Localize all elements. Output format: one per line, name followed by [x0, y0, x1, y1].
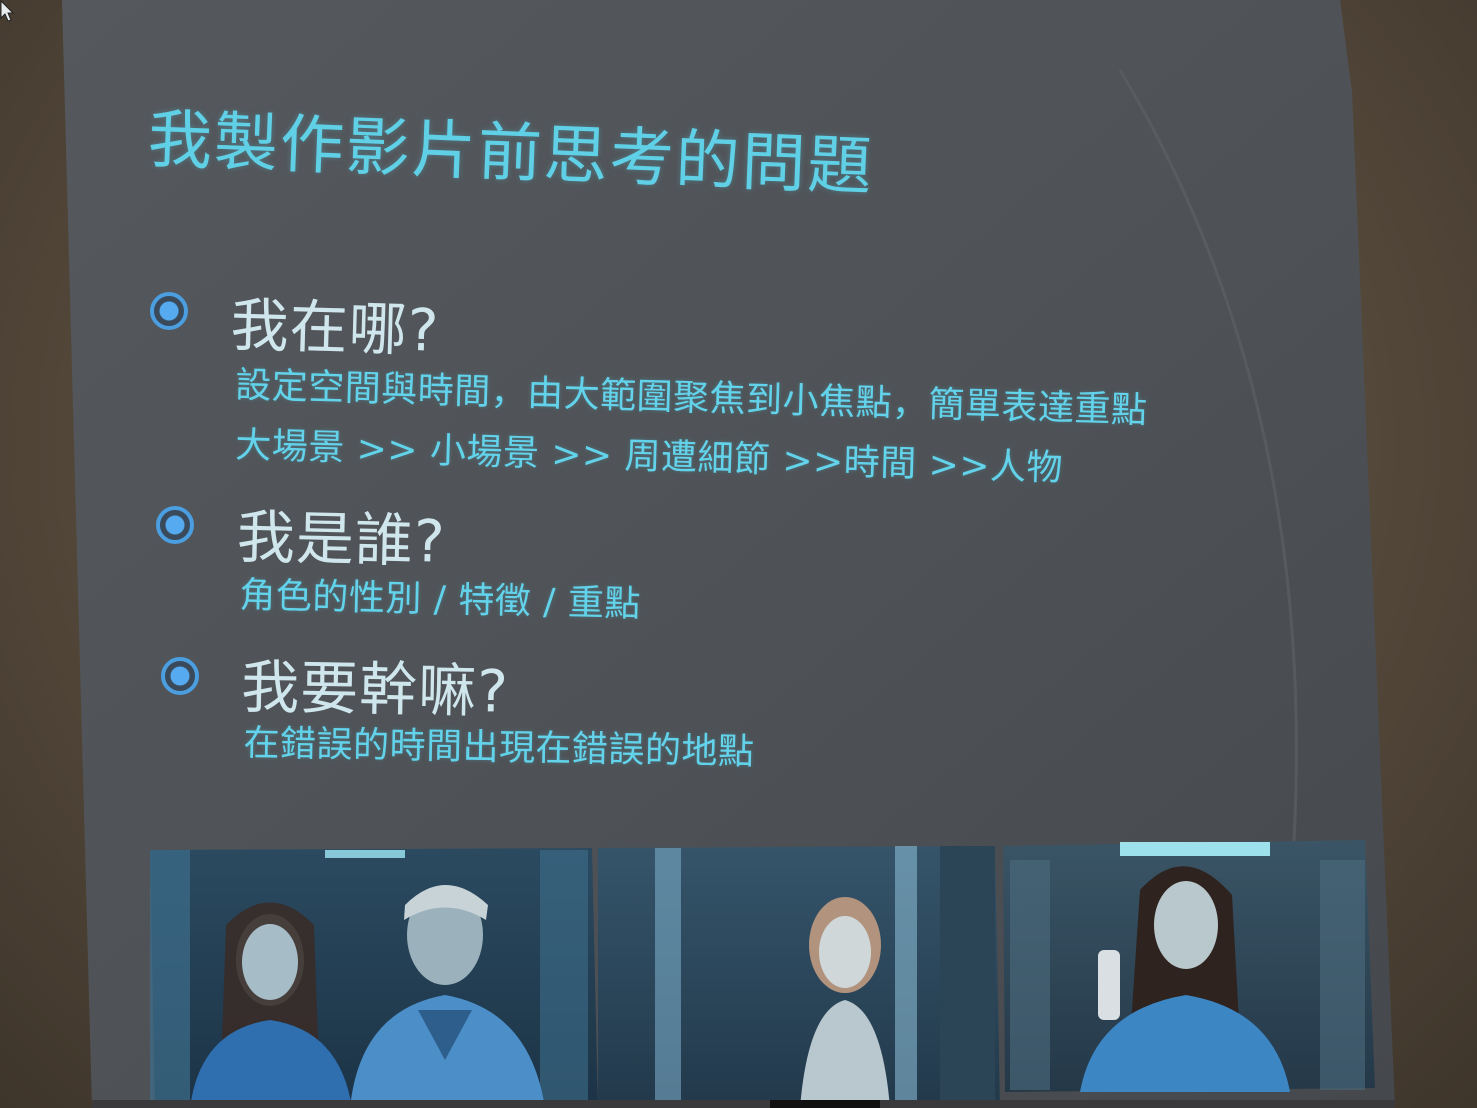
- question-heading: 我是誰?: [236, 502, 447, 576]
- projector-edge: [770, 1100, 880, 1108]
- radio-bullet-icon: [150, 292, 188, 330]
- photo-girl: [598, 846, 1000, 1108]
- radio-bullet-icon: [161, 657, 199, 695]
- slide-panel: [62, 0, 1395, 1108]
- question-detail-line: 角色的性別 / 特徵 / 重點: [238, 574, 642, 626]
- photo-nurse-doctor: [150, 848, 598, 1108]
- slide-arc-decoration: [1118, 69, 1298, 901]
- question-heading: 我在哪?: [229, 290, 441, 365]
- photo-elevator-nurse: [1003, 840, 1375, 1092]
- question-heading: 我要幹嘛?: [240, 652, 510, 726]
- radio-bullet-icon: [156, 506, 194, 544]
- question-detail-line: 在錯誤的時間出現在錯誤的地點: [243, 722, 755, 773]
- mouse-pointer-icon: [0, 0, 14, 22]
